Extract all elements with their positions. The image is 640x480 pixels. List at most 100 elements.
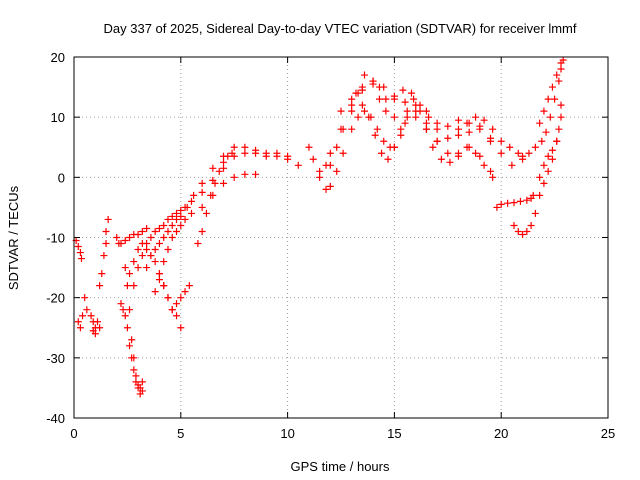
data-point bbox=[551, 95, 559, 103]
series-track-7 bbox=[113, 224, 151, 248]
data-point bbox=[224, 152, 232, 160]
data-point bbox=[369, 77, 377, 85]
data-point bbox=[143, 224, 151, 232]
data-point bbox=[121, 237, 129, 245]
series-track-4 bbox=[89, 327, 99, 338]
data-point bbox=[508, 161, 516, 169]
data-point bbox=[322, 185, 330, 193]
data-point bbox=[407, 89, 415, 97]
data-point bbox=[348, 125, 356, 133]
data-point bbox=[454, 131, 462, 139]
data-point bbox=[548, 83, 556, 91]
data-point bbox=[93, 318, 101, 326]
data-point bbox=[523, 227, 531, 235]
data-point bbox=[433, 119, 441, 127]
data-point bbox=[252, 170, 260, 178]
data-point bbox=[151, 246, 159, 254]
data-point bbox=[241, 149, 249, 157]
data-point bbox=[546, 113, 554, 121]
data-point bbox=[316, 173, 324, 181]
data-point bbox=[130, 258, 138, 266]
data-point bbox=[348, 95, 356, 103]
data-point bbox=[173, 209, 181, 217]
series-track-3 bbox=[87, 312, 104, 332]
data-point bbox=[463, 143, 471, 151]
data-point bbox=[160, 258, 168, 266]
data-point bbox=[177, 324, 185, 332]
data-point bbox=[132, 372, 140, 380]
data-point bbox=[523, 196, 531, 204]
series-track-14 bbox=[155, 170, 260, 278]
data-point bbox=[96, 282, 104, 290]
data-point bbox=[164, 215, 172, 223]
data-point bbox=[519, 230, 527, 238]
data-point bbox=[181, 215, 189, 223]
data-point bbox=[143, 246, 151, 254]
data-point bbox=[177, 221, 185, 229]
data-point bbox=[123, 324, 131, 332]
data-point bbox=[360, 107, 368, 115]
data-point bbox=[128, 354, 136, 362]
data-point bbox=[126, 234, 134, 241]
data-point bbox=[497, 137, 505, 145]
data-point bbox=[352, 89, 360, 97]
data-point bbox=[433, 137, 441, 145]
data-point bbox=[480, 116, 488, 124]
data-point bbox=[476, 152, 484, 160]
data-point bbox=[190, 191, 198, 199]
data-point bbox=[134, 246, 142, 254]
data-point bbox=[555, 77, 563, 85]
data-point bbox=[284, 152, 292, 160]
series-track-15 bbox=[194, 149, 236, 248]
data-point bbox=[126, 270, 134, 278]
data-point bbox=[207, 191, 215, 199]
data-point bbox=[401, 98, 409, 106]
series-track-23 bbox=[510, 113, 565, 238]
data-point bbox=[416, 101, 424, 109]
data-point bbox=[403, 113, 411, 121]
data-point bbox=[516, 197, 524, 205]
data-point bbox=[228, 149, 236, 157]
data-point bbox=[123, 282, 131, 290]
data-point bbox=[380, 83, 388, 91]
data-point bbox=[164, 246, 172, 254]
data-point bbox=[454, 116, 462, 124]
series-track-20 bbox=[352, 89, 497, 181]
data-point bbox=[241, 170, 249, 178]
data-point bbox=[529, 191, 537, 199]
data-point bbox=[98, 270, 106, 278]
data-point bbox=[209, 164, 217, 172]
data-point bbox=[390, 143, 398, 151]
data-point bbox=[168, 221, 176, 229]
data-point bbox=[544, 95, 552, 103]
data-point bbox=[155, 224, 163, 232]
data-point bbox=[433, 125, 441, 133]
data-point bbox=[365, 113, 373, 121]
series-track-5 bbox=[96, 240, 110, 290]
data-point bbox=[198, 179, 206, 187]
data-point bbox=[147, 234, 155, 241]
data-point bbox=[463, 119, 471, 127]
y-tick-label: -30 bbox=[46, 351, 65, 366]
x-tick-label: 20 bbox=[494, 426, 508, 441]
data-point bbox=[510, 221, 518, 229]
data-point bbox=[333, 143, 341, 151]
data-point bbox=[446, 158, 454, 166]
series-track-2 bbox=[74, 294, 91, 332]
series-track-1 bbox=[72, 237, 85, 263]
data-point bbox=[187, 197, 195, 205]
data-point bbox=[425, 113, 433, 121]
data-point bbox=[155, 240, 163, 248]
x-tick-label: 25 bbox=[601, 426, 615, 441]
y-tick-label: 10 bbox=[51, 110, 65, 125]
data-point bbox=[375, 95, 383, 103]
data-point bbox=[348, 107, 356, 115]
data-point bbox=[294, 161, 302, 169]
data-point bbox=[557, 65, 565, 73]
data-point bbox=[173, 215, 181, 223]
data-point bbox=[410, 95, 418, 103]
data-point bbox=[102, 240, 110, 248]
series-track-25 bbox=[519, 56, 567, 163]
y-axis-label: SDTVAR / TECUs bbox=[6, 185, 21, 290]
y-tick-label: -20 bbox=[46, 291, 65, 306]
